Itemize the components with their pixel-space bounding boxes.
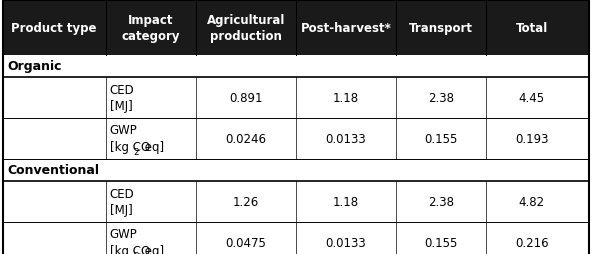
Text: Conventional: Conventional bbox=[8, 164, 99, 177]
Text: 0.0246: 0.0246 bbox=[226, 132, 266, 145]
Text: [MJ]: [MJ] bbox=[110, 203, 133, 216]
Text: Total: Total bbox=[516, 22, 548, 35]
Text: 0.891: 0.891 bbox=[230, 91, 263, 104]
Text: GWP: GWP bbox=[110, 124, 137, 137]
Text: Post-harvest*: Post-harvest* bbox=[300, 22, 391, 35]
Bar bbox=[3, 1, 589, 55]
Text: 2.38: 2.38 bbox=[428, 195, 454, 208]
Text: 0.155: 0.155 bbox=[424, 236, 458, 249]
Text: eq]: eq] bbox=[141, 244, 164, 254]
Text: 0.0133: 0.0133 bbox=[326, 132, 366, 145]
Text: [kg CO: [kg CO bbox=[110, 140, 150, 153]
Bar bbox=[3, 118, 589, 159]
Text: [kg CO: [kg CO bbox=[110, 244, 150, 254]
Text: Product type: Product type bbox=[11, 22, 97, 35]
Text: 0.0475: 0.0475 bbox=[226, 236, 266, 249]
Text: 1.26: 1.26 bbox=[233, 195, 259, 208]
Text: 0.216: 0.216 bbox=[515, 236, 549, 249]
Bar bbox=[3, 77, 589, 118]
Text: 0.193: 0.193 bbox=[515, 132, 549, 145]
Text: GWP: GWP bbox=[110, 228, 137, 241]
Text: CED: CED bbox=[110, 187, 134, 200]
Bar bbox=[3, 55, 589, 77]
Text: 2: 2 bbox=[134, 148, 140, 156]
Text: 1.18: 1.18 bbox=[333, 195, 359, 208]
Text: CED: CED bbox=[110, 83, 134, 96]
Text: 1.18: 1.18 bbox=[333, 91, 359, 104]
Text: eq]: eq] bbox=[141, 140, 164, 153]
Text: [MJ]: [MJ] bbox=[110, 100, 133, 113]
Text: Agricultural
production: Agricultural production bbox=[207, 14, 285, 43]
Text: Impact
category: Impact category bbox=[122, 14, 180, 43]
Text: Organic: Organic bbox=[8, 60, 62, 73]
Text: 2: 2 bbox=[134, 251, 140, 254]
Text: 4.45: 4.45 bbox=[519, 91, 545, 104]
Text: Transport: Transport bbox=[409, 22, 473, 35]
Text: 0.155: 0.155 bbox=[424, 132, 458, 145]
Bar bbox=[3, 181, 589, 222]
Bar bbox=[3, 159, 589, 181]
Bar bbox=[3, 222, 589, 254]
Text: 4.82: 4.82 bbox=[519, 195, 545, 208]
Text: 2.38: 2.38 bbox=[428, 91, 454, 104]
Text: 0.0133: 0.0133 bbox=[326, 236, 366, 249]
